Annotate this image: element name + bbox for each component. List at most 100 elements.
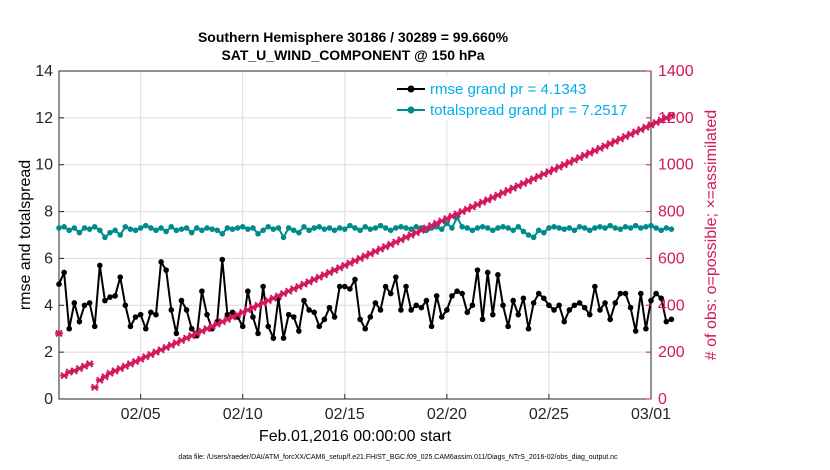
series-point-1 bbox=[525, 232, 532, 238]
series-point-1 bbox=[56, 225, 62, 231]
series-point-0 bbox=[255, 330, 261, 337]
series-point-1 bbox=[265, 224, 272, 230]
series-point-1 bbox=[495, 225, 501, 231]
series-point-0 bbox=[280, 335, 287, 341]
legend-rmse-marker bbox=[407, 85, 415, 93]
series-point-0 bbox=[301, 297, 307, 304]
legend-rmse-label: rmse grand pr = 4.1343 bbox=[430, 81, 586, 98]
series-point-0 bbox=[199, 288, 205, 295]
series-point-0 bbox=[535, 290, 542, 297]
series-point-0 bbox=[321, 316, 328, 323]
series-point-1 bbox=[285, 225, 292, 231]
x-tick-label: 03/01 bbox=[631, 406, 671, 423]
y-axis-label: rmse and totalspread bbox=[17, 160, 34, 310]
series-point-1 bbox=[505, 225, 511, 231]
series-point-1 bbox=[224, 225, 231, 231]
series-point-0 bbox=[239, 323, 246, 330]
series-point-1 bbox=[158, 225, 164, 231]
series-point-0 bbox=[653, 290, 659, 297]
series-point-1 bbox=[382, 225, 389, 231]
series-point-0 bbox=[97, 262, 103, 269]
series-point-0 bbox=[142, 325, 149, 332]
series-point-1 bbox=[326, 225, 333, 231]
series-point-0 bbox=[61, 269, 67, 276]
obs-marker bbox=[667, 111, 676, 120]
series-point-1 bbox=[306, 227, 312, 234]
series-point-1 bbox=[561, 226, 568, 232]
series-point-1 bbox=[464, 225, 471, 231]
series-point-1 bbox=[214, 227, 221, 234]
series-point-0 bbox=[648, 297, 654, 304]
series-point-1 bbox=[592, 225, 598, 231]
series-point-1 bbox=[331, 227, 338, 234]
obs-marker bbox=[55, 329, 63, 338]
series-point-0 bbox=[561, 318, 568, 325]
series-point-0 bbox=[56, 281, 62, 288]
series-point-0 bbox=[413, 302, 420, 309]
series-point-1 bbox=[76, 229, 83, 236]
series-point-0 bbox=[592, 283, 598, 290]
series-point-0 bbox=[546, 302, 552, 309]
series-point-1 bbox=[612, 225, 619, 231]
series-point-0 bbox=[296, 328, 302, 334]
series-point-1 bbox=[398, 224, 404, 230]
series-point-0 bbox=[71, 300, 78, 306]
series-point-0 bbox=[408, 307, 414, 313]
series-point-1 bbox=[229, 226, 236, 232]
series-point-1 bbox=[449, 225, 455, 231]
y2-tick-label: 600 bbox=[658, 250, 685, 267]
x-axis-label: Feb.01,2016 00:00:00 start bbox=[259, 428, 452, 445]
series-point-1 bbox=[219, 231, 226, 237]
series-point-0 bbox=[316, 323, 323, 330]
series-point-0 bbox=[260, 283, 266, 290]
chart-subtitle: SAT_U_WIND_COMPONENT @ 150 hPa bbox=[221, 47, 484, 63]
ticks-group: 02/05 02/10 02/15 02/20 02/25 03/010246810121… bbox=[35, 63, 693, 423]
series-point-1 bbox=[275, 225, 282, 231]
series-point-0 bbox=[510, 297, 517, 304]
legend-box bbox=[392, 76, 646, 120]
series-point-0 bbox=[469, 302, 476, 309]
series-point-0 bbox=[505, 323, 511, 330]
series-point-0 bbox=[551, 307, 557, 313]
series-point-0 bbox=[658, 295, 665, 302]
series-point-0 bbox=[326, 304, 333, 311]
series-point-0 bbox=[81, 302, 88, 309]
series-point-0 bbox=[352, 276, 358, 283]
x-tick-label: 02/10 bbox=[223, 406, 263, 423]
series-point-1 bbox=[341, 226, 348, 232]
series-point-0 bbox=[464, 309, 471, 316]
series-point-0 bbox=[250, 314, 256, 320]
footer-datafile: data file: /Users/raeder/DAI/ATM_forcXX/… bbox=[178, 454, 618, 461]
y2-tick-label: 1400 bbox=[658, 63, 694, 80]
legend: rmse grand pr = 4.1343 totalspread grand… bbox=[392, 76, 646, 120]
series-point-1 bbox=[377, 222, 384, 229]
series-point-0 bbox=[245, 288, 251, 295]
series-point-0 bbox=[76, 318, 83, 325]
series-point-0 bbox=[438, 314, 445, 320]
grid bbox=[59, 71, 652, 399]
series-point-0 bbox=[183, 307, 190, 313]
series-point-1 bbox=[290, 227, 297, 234]
series-point-0 bbox=[331, 314, 338, 320]
series-point-1 bbox=[239, 224, 246, 230]
series-point-0 bbox=[449, 293, 455, 299]
series-point-1 bbox=[535, 227, 542, 234]
series-point-0 bbox=[418, 304, 425, 311]
y-tick-label: 14 bbox=[35, 63, 53, 80]
series-point-0 bbox=[423, 297, 430, 304]
series-point-1 bbox=[643, 224, 649, 230]
series-point-1 bbox=[530, 234, 537, 241]
series-point-1 bbox=[81, 225, 88, 231]
series-point-1 bbox=[66, 227, 73, 234]
series-point-0 bbox=[219, 256, 226, 263]
series-point-0 bbox=[168, 307, 175, 313]
series-point-1 bbox=[102, 234, 108, 241]
series-point-1 bbox=[637, 225, 644, 231]
series-point-0 bbox=[515, 311, 522, 318]
series-point-1 bbox=[245, 226, 251, 232]
series-point-1 bbox=[112, 227, 118, 234]
series-point-1 bbox=[617, 226, 624, 232]
series-point-0 bbox=[285, 311, 292, 318]
series-point-0 bbox=[530, 300, 537, 306]
series-point-0 bbox=[86, 300, 93, 306]
